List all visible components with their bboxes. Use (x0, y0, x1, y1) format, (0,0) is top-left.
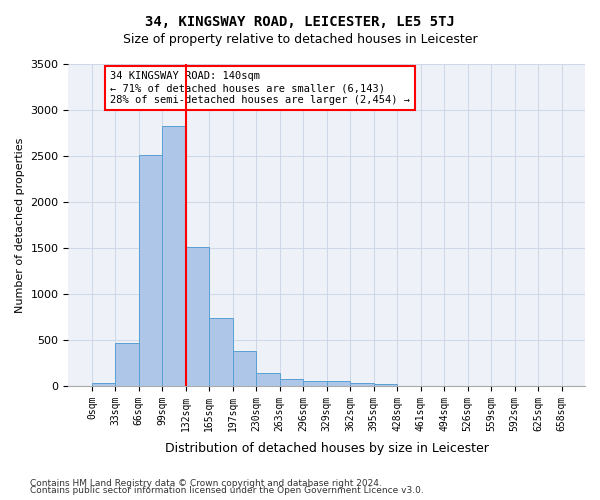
Bar (186, 247, 209, 386)
Bar (115, 342, 139, 386)
Bar (209, 318, 233, 386)
Bar (233, 351, 256, 386)
Bar (327, 381, 350, 386)
Text: 34, KINGSWAY ROAD, LEICESTER, LE5 5TJ: 34, KINGSWAY ROAD, LEICESTER, LE5 5TJ (145, 15, 455, 29)
Text: Contains HM Land Registry data © Crown copyright and database right 2024.: Contains HM Land Registry data © Crown c… (30, 478, 382, 488)
X-axis label: Distribution of detached houses by size in Leicester: Distribution of detached houses by size … (165, 442, 488, 455)
Y-axis label: Number of detached properties: Number of detached properties (15, 138, 25, 312)
Bar (374, 384, 397, 386)
Text: Contains public sector information licensed under the Open Government Licence v3: Contains public sector information licen… (30, 486, 424, 495)
Bar (280, 378, 303, 386)
Bar (303, 382, 327, 386)
Bar (163, 126, 186, 386)
Bar (256, 372, 280, 386)
Text: Size of property relative to detached houses in Leicester: Size of property relative to detached ho… (122, 32, 478, 46)
Bar (139, 155, 163, 386)
Bar (350, 383, 374, 386)
Bar (92, 383, 115, 386)
Text: 34 KINGSWAY ROAD: 140sqm
← 71% of detached houses are smaller (6,143)
28% of sem: 34 KINGSWAY ROAD: 140sqm ← 71% of detach… (110, 72, 410, 104)
